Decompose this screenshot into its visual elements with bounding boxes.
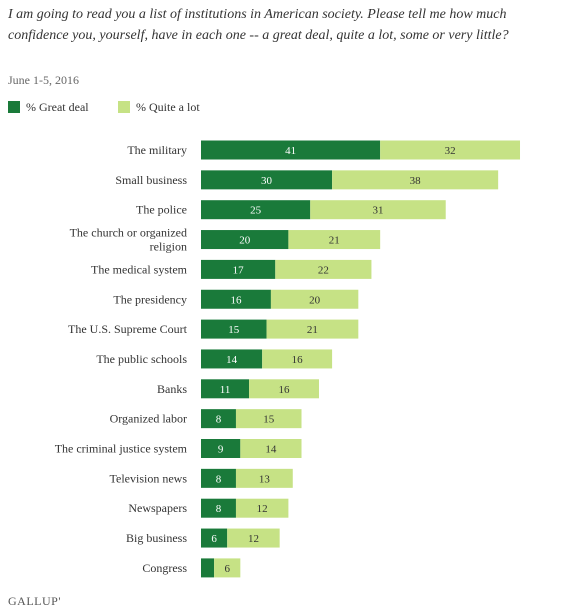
legend-swatch-quite-a-lot: [118, 101, 130, 113]
value-label-quite-a-lot-the-presidency: 20: [309, 294, 321, 306]
value-label-great-deal-the-police: 25: [250, 205, 262, 217]
value-label-quite-a-lot-newspapers: 12: [257, 503, 268, 515]
value-label-great-deal-big-business: 6: [211, 533, 217, 545]
bar-quite-a-lot-television-news: [235, 468, 293, 488]
legend-label-quite-a-lot: % Quite a lot: [136, 100, 200, 114]
value-label-great-deal-the-church-or-organized-religion: 20: [239, 235, 251, 247]
value-label-quite-a-lot-the-u-s-supreme-court: 21: [307, 324, 318, 336]
category-label-the-public-schools: The public schools: [96, 352, 187, 366]
bar-quite-a-lot-the-presidency: [270, 289, 359, 309]
value-label-great-deal-banks: 11: [220, 384, 231, 396]
value-label-quite-a-lot-the-public-schools: 16: [292, 354, 304, 366]
category-label-the-medical-system: The medical system: [91, 262, 188, 276]
bar-great-deal-the-medical-system: [201, 259, 276, 279]
value-label-quite-a-lot-the-medical-system: 22: [318, 264, 329, 276]
value-label-great-deal-the-medical-system: 17: [233, 264, 245, 276]
bar-quite-a-lot-the-medical-system: [275, 259, 372, 279]
bar-quite-a-lot-the-criminal-justice-system: [240, 439, 302, 458]
legend-swatch-great-deal: [8, 101, 20, 113]
value-label-quite-a-lot-the-criminal-justice-system: 14: [265, 444, 277, 456]
value-label-quite-a-lot-television-news: 13: [259, 473, 271, 485]
bar-quite-a-lot-newspapers: [235, 498, 289, 518]
bar-great-deal-the-public-schools: [201, 349, 263, 369]
source-logo: GALLUP': [8, 594, 61, 608]
bar-great-deal-the-presidency: [201, 289, 271, 309]
category-label-small-business: Small business: [115, 173, 187, 187]
bar-quite-a-lot-the-church-or-organized-religion: [288, 230, 381, 250]
value-label-great-deal-the-criminal-justice-system: 9: [218, 444, 224, 456]
bar-quite-a-lot-the-police: [310, 200, 446, 220]
category-label-banks: Banks: [157, 382, 187, 396]
value-label-great-deal-small-business: 30: [261, 175, 273, 187]
value-label-quite-a-lot-the-police: 31: [372, 205, 383, 217]
value-label-great-deal-newspapers: 8: [216, 503, 222, 515]
category-label-the-police: The police: [136, 203, 187, 217]
category-label-newspapers: Newspapers: [128, 501, 187, 515]
bar-quite-a-lot-small-business: [332, 170, 499, 190]
bar-great-deal-banks: [201, 379, 250, 399]
category-label-television-news: Television news: [110, 471, 188, 485]
value-label-great-deal-the-presidency: 16: [230, 294, 242, 306]
category-label-the-u-s-supreme-court: The U.S. Supreme Court: [68, 322, 188, 336]
bar-quite-a-lot-organized-labor: [235, 409, 302, 429]
bar-quite-a-lot-the-public-schools: [262, 349, 333, 369]
value-label-great-deal-the-u-s-supreme-court: 15: [228, 324, 240, 336]
bar-great-deal-congress: [201, 558, 215, 578]
bar-quite-a-lot-banks: [249, 379, 319, 399]
category-label-the-military: The military: [127, 143, 187, 157]
value-label-great-deal-television-news: 8: [216, 473, 222, 485]
chart-title: I am going to read you a list of institu…: [8, 7, 509, 43]
bar-great-deal-organized-labor: [201, 409, 236, 429]
value-label-quite-a-lot-the-military: 32: [445, 145, 456, 157]
bar-quite-a-lot-the-u-s-supreme-court: [266, 319, 359, 339]
category-label-the-criminal-justice-system: The criminal justice system: [55, 442, 188, 456]
value-label-quite-a-lot-banks: 16: [279, 384, 291, 396]
bar-great-deal-the-police: [201, 200, 311, 220]
bar-great-deal-big-business: [201, 528, 228, 548]
value-label-quite-a-lot-big-business: 12: [248, 533, 259, 545]
bar-great-deal-small-business: [201, 170, 333, 190]
value-label-quite-a-lot-small-business: 38: [410, 175, 422, 187]
value-label-great-deal-the-military: 41: [285, 145, 296, 157]
value-label-quite-a-lot-congress: 6: [224, 563, 230, 575]
bar-great-deal-the-u-s-supreme-court: [201, 319, 267, 339]
value-label-great-deal-organized-labor: 8: [216, 414, 222, 426]
bar-great-deal-the-military: [201, 140, 381, 160]
bar-quite-a-lot-the-military: [380, 140, 521, 160]
value-label-quite-a-lot-the-church-or-organized-religion: 21: [329, 235, 340, 247]
bar-great-deal-the-criminal-justice-system: [201, 439, 241, 458]
bar-great-deal-television-news: [201, 468, 236, 488]
chart-subtitle: June 1-5, 2016: [8, 73, 79, 87]
bar-quite-a-lot-big-business: [227, 528, 280, 548]
bar-quite-a-lot-congress: [214, 558, 241, 578]
category-label-congress: Congress: [142, 561, 187, 575]
bar-great-deal-the-church-or-organized-religion: [201, 230, 289, 250]
category-label-the-presidency: The presidency: [113, 292, 187, 306]
value-label-quite-a-lot-organized-labor: 15: [263, 414, 275, 426]
category-label-the-church-or-organized-religion: The church or organized religion: [70, 226, 187, 254]
bar-great-deal-newspapers: [201, 498, 236, 518]
legend-label-great-deal: % Great deal: [26, 100, 89, 114]
category-label-organized-labor: Organized labor: [110, 412, 187, 426]
value-label-great-deal-the-public-schools: 14: [226, 354, 238, 366]
category-label-big-business: Big business: [126, 531, 187, 545]
